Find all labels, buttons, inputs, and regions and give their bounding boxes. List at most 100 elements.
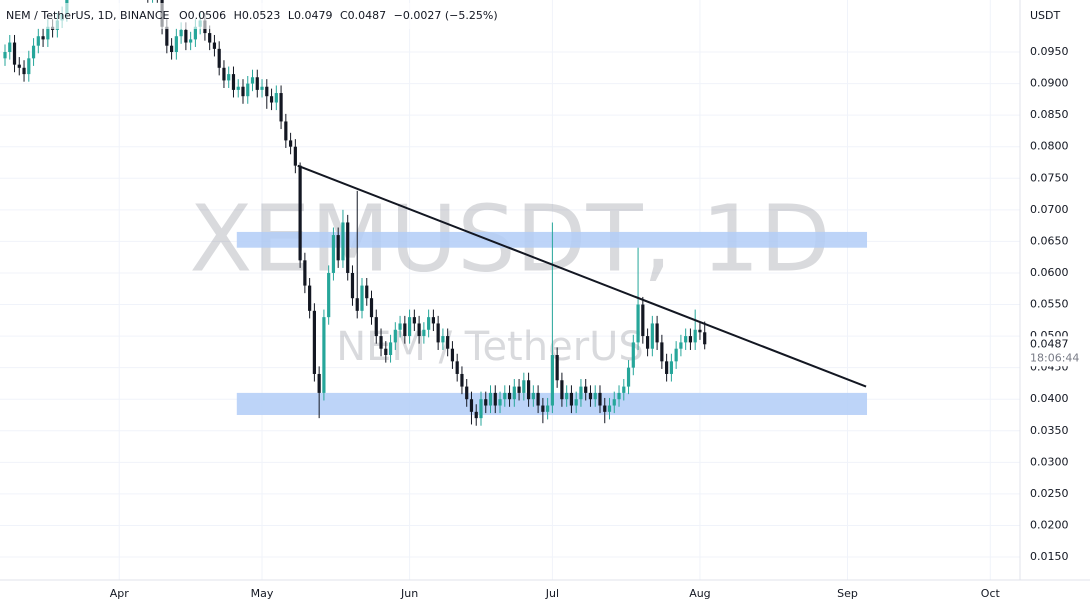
candle-body — [27, 58, 31, 75]
trend-line — [297, 164, 867, 388]
candle-body — [31, 45, 36, 59]
candle-body — [241, 86, 245, 97]
candle-body — [588, 392, 593, 400]
candle-body — [436, 323, 440, 343]
candle-body — [598, 392, 602, 406]
candle-body — [493, 392, 497, 406]
candle-body — [327, 272, 331, 318]
symbol: NEM / TetherUS, 1D, BINANCE — [6, 9, 170, 22]
y-tick-label: 0.0400 — [1030, 392, 1069, 405]
candle-body — [479, 399, 483, 419]
candle-body — [303, 260, 307, 286]
y-tick-label: 0.0600 — [1030, 266, 1069, 279]
candle-body — [531, 392, 535, 400]
y-tick-label: 0.0200 — [1030, 518, 1069, 531]
candle-body — [346, 222, 350, 273]
currency: USDT — [1030, 9, 1061, 22]
candle-body — [503, 392, 507, 400]
candle-body — [641, 304, 645, 337]
price-label: 0.0487 — [1030, 337, 1069, 350]
candle-body — [555, 355, 559, 381]
y-tick-label: 0.0350 — [1030, 424, 1069, 437]
candle-body — [22, 67, 26, 75]
time-axis-bg — [0, 580, 1090, 608]
candle-body — [517, 386, 521, 393]
candle-body — [427, 317, 431, 330]
candle-body — [460, 373, 464, 387]
candle-body — [388, 342, 393, 356]
candle-body — [165, 26, 169, 46]
candle-body — [322, 317, 326, 393]
candle-body — [269, 96, 274, 103]
candle-body — [526, 380, 531, 400]
candle-body — [536, 392, 540, 406]
x-tick-label: Jul — [545, 587, 559, 600]
open: O0.0506 — [179, 9, 226, 22]
candle-body — [669, 361, 673, 374]
candle-body — [574, 399, 578, 406]
candle-body — [179, 29, 183, 37]
candle-body — [284, 121, 288, 141]
candle-body — [550, 355, 554, 406]
candle-body — [593, 392, 597, 400]
x-tick-label: May — [251, 587, 274, 600]
candle-body — [260, 86, 264, 90]
candle-body — [189, 39, 193, 43]
countdown: 18:06:44 — [1030, 351, 1079, 364]
candle-body — [417, 323, 421, 337]
candle-body — [688, 336, 693, 343]
candle-body — [274, 93, 278, 103]
legend: NEM / TetherUS, 1D, BINANCE O0.0506 H0.0… — [6, 9, 498, 22]
candle-body — [450, 348, 455, 362]
candle-body — [331, 235, 336, 273]
candle-body — [246, 83, 250, 97]
candle-body — [279, 93, 283, 122]
candle-body — [674, 348, 678, 362]
candle-body — [522, 380, 526, 393]
candle-body — [546, 405, 550, 412]
candle-body — [455, 361, 459, 374]
y-tick-label: 0.0900 — [1030, 77, 1069, 90]
candle-body — [655, 323, 659, 343]
candle-body — [488, 392, 493, 406]
candle-body — [565, 392, 569, 400]
y-tick-label: 0.0550 — [1030, 298, 1069, 311]
candle-body — [46, 26, 50, 40]
candle-body — [374, 317, 378, 337]
candle-body — [365, 285, 369, 299]
legend-bg — [0, 3, 475, 29]
candle-body — [431, 317, 435, 324]
candle-body — [469, 399, 474, 412]
grid — [0, 0, 1020, 580]
candle-body — [398, 323, 402, 330]
candle-body — [474, 411, 478, 419]
candle-body — [217, 48, 221, 68]
y-tick-label: 0.0950 — [1030, 45, 1069, 58]
candle-body — [441, 336, 445, 343]
low: L0.0479 — [288, 9, 333, 22]
candle-body — [265, 86, 269, 97]
candle-body — [341, 222, 345, 261]
candle-body — [3, 52, 7, 59]
price-label-bg — [1021, 336, 1077, 367]
candle-body — [612, 399, 616, 406]
candle-body — [208, 33, 212, 43]
candle-body — [308, 285, 312, 311]
candle-body — [255, 77, 259, 90]
candle-body — [465, 386, 469, 400]
candle-body — [665, 361, 669, 374]
candle-body — [660, 342, 664, 362]
candle-body — [650, 323, 654, 349]
candle-body — [446, 336, 450, 349]
candle-body — [584, 386, 588, 393]
watermark-subtitle: NEM / TetherUS — [336, 324, 644, 370]
candle-body — [379, 336, 383, 349]
candle-body — [227, 74, 231, 81]
candle-body — [645, 336, 650, 349]
candle-body — [336, 235, 340, 261]
candle-body — [541, 405, 545, 412]
x-tick-label: Jun — [400, 587, 418, 600]
candle-body — [693, 329, 697, 343]
y-tick-label: 0.0150 — [1030, 550, 1069, 563]
